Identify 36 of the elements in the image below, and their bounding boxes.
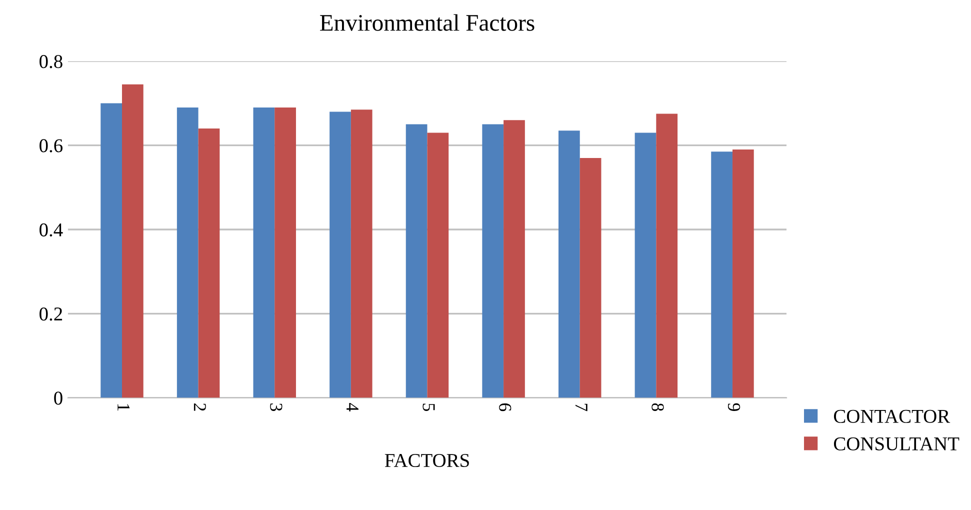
x-tick-label: 7 [576, 404, 588, 412]
chart-title: Environmental Factors [320, 14, 534, 31]
legend-label: CONSULTANT [834, 437, 960, 450]
x-tick-label: 9 [728, 403, 740, 411]
bar [330, 112, 351, 398]
y-tick-label: 0 [54, 392, 62, 405]
bar [504, 120, 525, 398]
bar [122, 84, 144, 398]
bar [558, 130, 580, 398]
x-tick-label: 3 [270, 404, 282, 411]
bar [634, 132, 656, 398]
bar [100, 103, 122, 398]
bar [406, 124, 428, 398]
x-tick-label: 1 [118, 404, 130, 411]
y-tick-label: 0.8 [40, 55, 62, 68]
bar [253, 107, 275, 398]
y-tick-label: 0.2 [40, 307, 62, 321]
bar [176, 107, 198, 398]
x-tick-label: 8 [652, 403, 664, 411]
bar [350, 110, 372, 398]
bar [656, 114, 678, 398]
bar [732, 150, 754, 398]
y-tick-label: 0.6 [40, 139, 63, 152]
bar [198, 128, 220, 398]
y-tick-label: 0.4 [40, 223, 63, 237]
x-tick-label: 5 [422, 404, 435, 411]
bar [274, 107, 296, 398]
bar [427, 132, 449, 398]
bar [482, 124, 504, 398]
bar [711, 152, 732, 398]
bar [580, 158, 602, 398]
legend-label: CONTACTOR [834, 410, 950, 423]
x-tick-label: 4 [346, 403, 358, 412]
x-tick-label: 6 [499, 403, 512, 412]
x-tick-label: 2 [194, 403, 206, 411]
x-axis-title: FACTORS [384, 454, 469, 468]
